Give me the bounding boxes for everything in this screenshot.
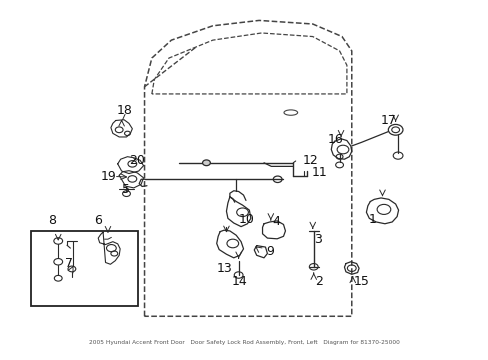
Text: 6: 6 (94, 214, 102, 227)
Text: 2: 2 (315, 275, 323, 288)
Text: 20: 20 (129, 154, 145, 167)
Text: 11: 11 (311, 166, 327, 179)
Text: 10: 10 (239, 213, 254, 226)
Text: 16: 16 (326, 133, 343, 146)
Text: 4: 4 (272, 215, 280, 228)
Text: 1: 1 (367, 213, 375, 226)
Text: 2005 Hyundai Accent Front Door   Door Safety Lock Rod Assembly, Front, Left   Di: 2005 Hyundai Accent Front Door Door Safe… (89, 339, 399, 345)
Text: 8: 8 (48, 214, 56, 227)
Text: 19: 19 (101, 170, 117, 183)
Text: 18: 18 (117, 104, 133, 117)
Text: 7: 7 (65, 257, 73, 270)
Text: 15: 15 (353, 275, 369, 288)
Text: 13: 13 (217, 262, 232, 275)
Bar (31, 231, 138, 306)
Text: 9: 9 (266, 245, 274, 258)
Text: 14: 14 (231, 275, 247, 288)
Text: 12: 12 (303, 154, 318, 167)
Circle shape (202, 160, 210, 166)
Text: 17: 17 (380, 114, 395, 127)
Text: 5: 5 (122, 183, 130, 196)
Text: 3: 3 (313, 233, 321, 246)
